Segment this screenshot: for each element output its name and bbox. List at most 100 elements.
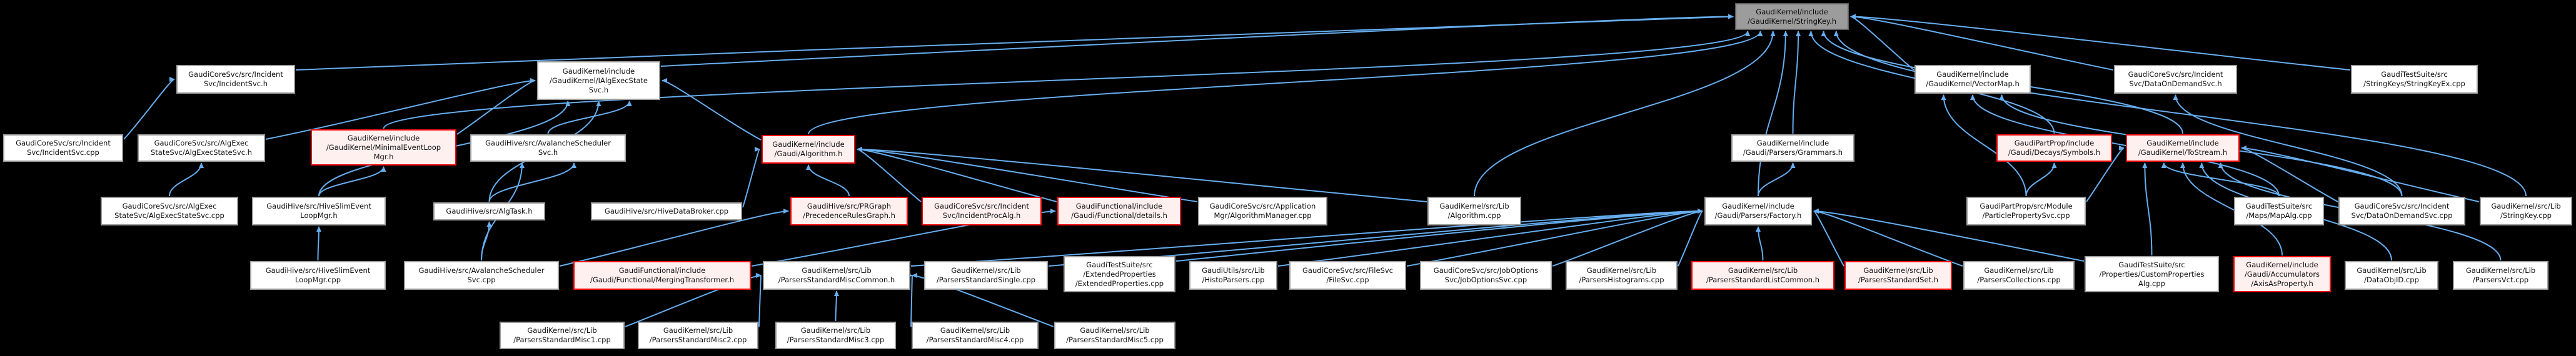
graph-node-root[interactable]: GaudiKernel/include/GaudiKernel/StringKe… [1735,3,1849,30]
graph-node-label-line: /DataObjID.cpp [2364,275,2419,284]
graph-node-parsersstandardmisc2_cpp[interactable]: GaudiKernel/src/Lib/ParsersStandardMisc2… [638,322,758,349]
graph-node-vectormap_h[interactable]: GaudiKernel/include/GaudiKernel/VectorMa… [1914,65,2031,94]
graph-node-algtask_h[interactable]: GaudiHive/src/AlgTask.h [433,202,545,220]
edge-algorithm_cpp-to-gaudi_algorithm_h [857,147,1427,202]
graph-node-label-line: GaudiCoreSvc/src/Incident [16,139,111,147]
graph-node-label-line: Svc/DataOnDemandSvc.cpp [2351,211,2453,220]
graph-node-label-line: /ParsersHistograms.cpp [1579,275,1664,284]
graph-node-incidentprocalg_h[interactable]: GaudiCoreSvc/src/Incident Svc/IncidentPro… [922,197,1042,225]
graph-node-incidentsvc_cpp[interactable]: GaudiCoreSvc/src/Incident Svc/IncidentSvc… [3,134,123,162]
graph-node-hiveslimeventloopmgr_cpp[interactable]: GaudiHive/src/HiveSlimEvent LoopMgr.cpp [250,261,386,290]
graph-node-stringkey_cpp[interactable]: GaudiKernel/src/Lib/StringKey.cpp [2480,197,2572,225]
graph-node-particlepropertysvc_cpp[interactable]: GaudiPartProp/src/Module/ParticlePropert… [1966,197,2086,225]
edge-parsersstandardmisccommon_h-to-parsers_factory_h [910,209,1703,267]
graph-node-symbols_h[interactable]: GaudiPartProp/include/Gaudi/Decays/Symbo… [1996,134,2112,162]
graph-node-algorithmmanager_cpp[interactable]: GaudiCoreSvc/src/Application Mgr/Algorith… [1198,197,1327,225]
graph-node-parsershistograms_cpp[interactable]: GaudiKernel/src/Lib/ParsersHistograms.cp… [1566,261,1678,290]
graph-node-parsers_factory_h[interactable]: GaudiKernel/include/Gaudi/Parsers/Factor… [1704,197,1812,225]
graph-node-label-line: GaudiKernel/src/Lib [1863,266,1933,275]
graph-node-filesvc_cpp[interactable]: GaudiCoreSvc/src/FileSvc/FileSvc.cpp [1289,261,1406,290]
graph-node-label-line: GaudiKernel/src/Lib [1439,202,1509,210]
graph-node-label-line: GaudiHive/src/HiveDataBroker.cpp [604,207,729,215]
graph-node-histoparsers_cpp[interactable]: GaudiUtils/src/Lib/HistoParsers.cpp [1189,261,1277,290]
graph-node-algexecstatesvc_cpp[interactable]: GaudiCoreSvc/src/AlgExec StateSvc/AlgExec… [101,197,238,225]
edge-algorithmmanager_cpp-to-gaudi_algorithm_h [857,147,1198,202]
graph-node-dataondemandsvc_h[interactable]: GaudiCoreSvc/src/Incident Svc/DataOnDeman… [2114,65,2237,94]
edge-precedencerulesgraph_h-to-gaudi_algorithm_h [806,164,850,197]
graph-node-ialgexecstatesvc_h[interactable]: GaudiKernel/include/GaudiKernel/IAlgExec… [537,61,660,100]
graph-node-custompropertiesalg_cpp[interactable]: GaudiTestSuite/src/Properties/CustomProp… [2085,256,2219,292]
graph-node-algorithm_cpp[interactable]: GaudiKernel/src/Lib/Algorithm.cpp [1427,197,1521,225]
graph-node-label-line: /Properties/CustomProperties [2099,269,2205,279]
graph-node-grammars_h[interactable]: GaudiKernel/include/Gaudi/Parsers/Gramma… [1731,134,1854,162]
graph-node-parsersstandardmisc3_cpp[interactable]: GaudiKernel/src/Lib/ParsersStandardMisc3… [775,322,896,349]
graph-node-label-line: /ParsersStandardMisc3.cpp [787,335,885,344]
graph-node-parsersstandardmisc5_cpp[interactable]: GaudiKernel/src/Lib/ParsersStandardMisc5… [1054,322,1175,349]
graph-node-hivedatabroker_cpp[interactable]: GaudiHive/src/HiveDataBroker.cpp [591,202,742,220]
graph-node-parsersstandardmisccommon_h[interactable]: GaudiKernel/src/Lib/ParsersStandardMiscC… [763,261,910,290]
graph-node-label-line: GaudiKernel/src/Lib [2491,202,2561,210]
graph-node-label-line: GaudiKernel/src/Lib [1586,266,1657,275]
graph-node-parsersstandardmisc1_cpp[interactable]: GaudiKernel/src/Lib/ParsersStandardMisc1… [500,322,625,349]
edge-particlepropertysvc_cpp-to-tostream_h [2086,146,2125,202]
graph-node-label-line: /ParsersCollections.cpp [1977,275,2061,284]
graph-node-label-line: /ParsersStandardMisc1.cpp [513,335,611,344]
graph-node-parsersstandardmisc4_cpp[interactable]: GaudiKernel/src/Lib/ParsersStandardMisc4… [912,322,1039,349]
graph-node-label-line: /ParsersStandardMisc4.cpp [926,335,1024,344]
graph-node-avalancheschedulersvc_cpp[interactable]: GaudiHive/src/AvalancheScheduler Svc.cpp [404,261,559,290]
graph-node-label-line: GaudiUtils/src/Lib [1202,266,1265,275]
graph-node-parsersstandardlistcommon_h[interactable]: GaudiKernel/src/Lib/ParsersStandardListC… [1691,261,1834,290]
graph-node-axisasproperty_h[interactable]: GaudiKernel/include/Gaudi/Accumulators/A… [2233,256,2331,292]
graph-node-parserscollections_cpp[interactable]: GaudiKernel/src/Lib/ParsersCollections.c… [1963,261,2075,290]
graph-node-functional_details_h[interactable]: GaudiFunctional/include/Gaudi/Functional… [1057,197,1181,225]
graph-node-dataobjid_cpp[interactable]: GaudiKernel/src/Lib/DataObjID.cpp [2345,261,2438,290]
graph-node-label-line: Svc/IncidentProcAlg.h [942,211,1021,220]
graph-node-label-line: GaudiHive/src/PRGraph [807,202,892,210]
edge-gaudi_algorithm_h-to-ialgexecstatesvc_h [662,78,762,141]
graph-node-incidentsvc_h[interactable]: GaudiCoreSvc/src/Incident Svc/IncidentSvc… [176,65,295,94]
graph-node-algexecstatesvc_h[interactable]: GaudiCoreSvc/src/AlgExec StateSvc/AlgExec… [138,134,265,162]
graph-node-label-line: Svc.cpp [467,275,496,284]
graph-node-label-line: GaudiKernel/include [1756,139,1829,147]
edge-stringkey_cpp-to-root [1833,31,2527,197]
edge-mapalg_cpp-to-tostream_h [2161,162,2280,197]
graph-node-label-line: Svc/DataOnDemandSvc.h [2129,79,2222,88]
edge-parsersstandardmisc3_cpp-to-parsersstandardmisccommon_h [833,290,839,322]
graph-node-mapalg_cpp[interactable]: GaudiTestSuite/src/Maps/MapAlg.cpp [2234,197,2324,225]
graph-node-extendedproperties_cpp[interactable]: GaudiTestSuite/src/ExtendedProperties/Ex… [1064,256,1175,292]
graph-node-parsersvct_cpp[interactable]: GaudiKernel/src/Lib/ParsersVct.cpp [2453,261,2548,290]
edge-incidentprocalg_h-to-gaudi_algorithm_h [857,147,922,202]
graph-node-dataondemandsvc_cpp[interactable]: GaudiCoreSvc/src/Incident Svc/DataOnDeman… [2338,197,2465,225]
edge-functional_details_h-to-gaudi_algorithm_h [857,147,1057,202]
graph-node-gaudi_algorithm_h[interactable]: GaudiKernel/include/Gaudi/Algorithm.h [762,135,855,164]
graph-node-parsersstandardsingle_cpp[interactable]: GaudiKernel/src/Lib/ParsersStandardSingl… [924,261,1048,290]
edge-minimaleventloopmgr_h-to-root [383,31,1750,129]
graph-node-precedencerulesgraph_h[interactable]: GaudiHive/src/PRGraph/PrecedenceRulesGra… [790,197,908,225]
graph-node-avalancheschedulersvc_h[interactable]: GaudiHive/src/AvalancheScheduler Svc.h [470,134,626,162]
edge-minimaleventloopmgr_h-to-ialgexecstatesvc_h [456,78,536,135]
graph-node-label-line: /ParsersStandardSingle.cpp [936,275,1036,284]
edge-hiveslimeventloopmgr_cpp-to-hiveslimeventloopmgr_h [316,226,321,261]
graph-node-label-line: /ParticlePropertySvc.cpp [1982,211,2070,220]
graph-node-joboptionssvc_cpp[interactable]: GaudiCoreSvc/src/JobOptions Svc/JobOption… [1420,261,1552,290]
graph-node-tostream_h[interactable]: GaudiKernel/include/GaudiKernel/ToStream… [2126,134,2240,162]
graph-node-parsersstandardset_h[interactable]: GaudiKernel/src/Lib/ParsersStandardSet.h [1844,261,1952,290]
graph-node-minimaleventloopmgr_h[interactable]: GaudiKernel/include/GaudiKernel/MinimalE… [311,129,456,166]
graph-node-hiveslimeventloopmgr_h[interactable]: GaudiHive/src/HiveSlimEvent LoopMgr.h [252,197,386,225]
graph-node-label-line: LoopMgr.cpp [294,275,341,284]
edge-joboptionssvc_cpp-to-parsers_factory_h [1552,209,1703,267]
graph-node-label-line: GaudiCoreSvc/src/AlgExec [122,202,217,210]
graph-node-label-line: GaudiPartProp/include [2014,139,2095,147]
graph-node-label-line: GaudiKernel/src/Lib [527,326,597,335]
graph-node-stringkeyex_cpp[interactable]: GaudiTestSuite/src/StringKeys/StringKeyE… [2351,65,2478,94]
graph-node-label-line: GaudiKernel/include [2146,139,2219,147]
graph-node-mergingtransformer_h[interactable]: GaudiFunctional/include/Gaudi/Functional… [573,261,751,290]
edge-extendedproperties_cpp-to-parsers_factory_h [1175,209,1703,262]
graph-node-label-line: GaudiKernel/include [347,133,420,142]
graph-node-label-line: Mgr/AlgorithmManager.cpp [1214,211,1312,220]
graph-node-label-line: GaudiHive/src/AvalancheScheduler [485,139,611,147]
graph-node-label-line: GaudiCoreSvc/src/Incident [2128,70,2223,79]
graph-node-label-line: /ParsersStandardMiscCommon.h [778,275,895,284]
